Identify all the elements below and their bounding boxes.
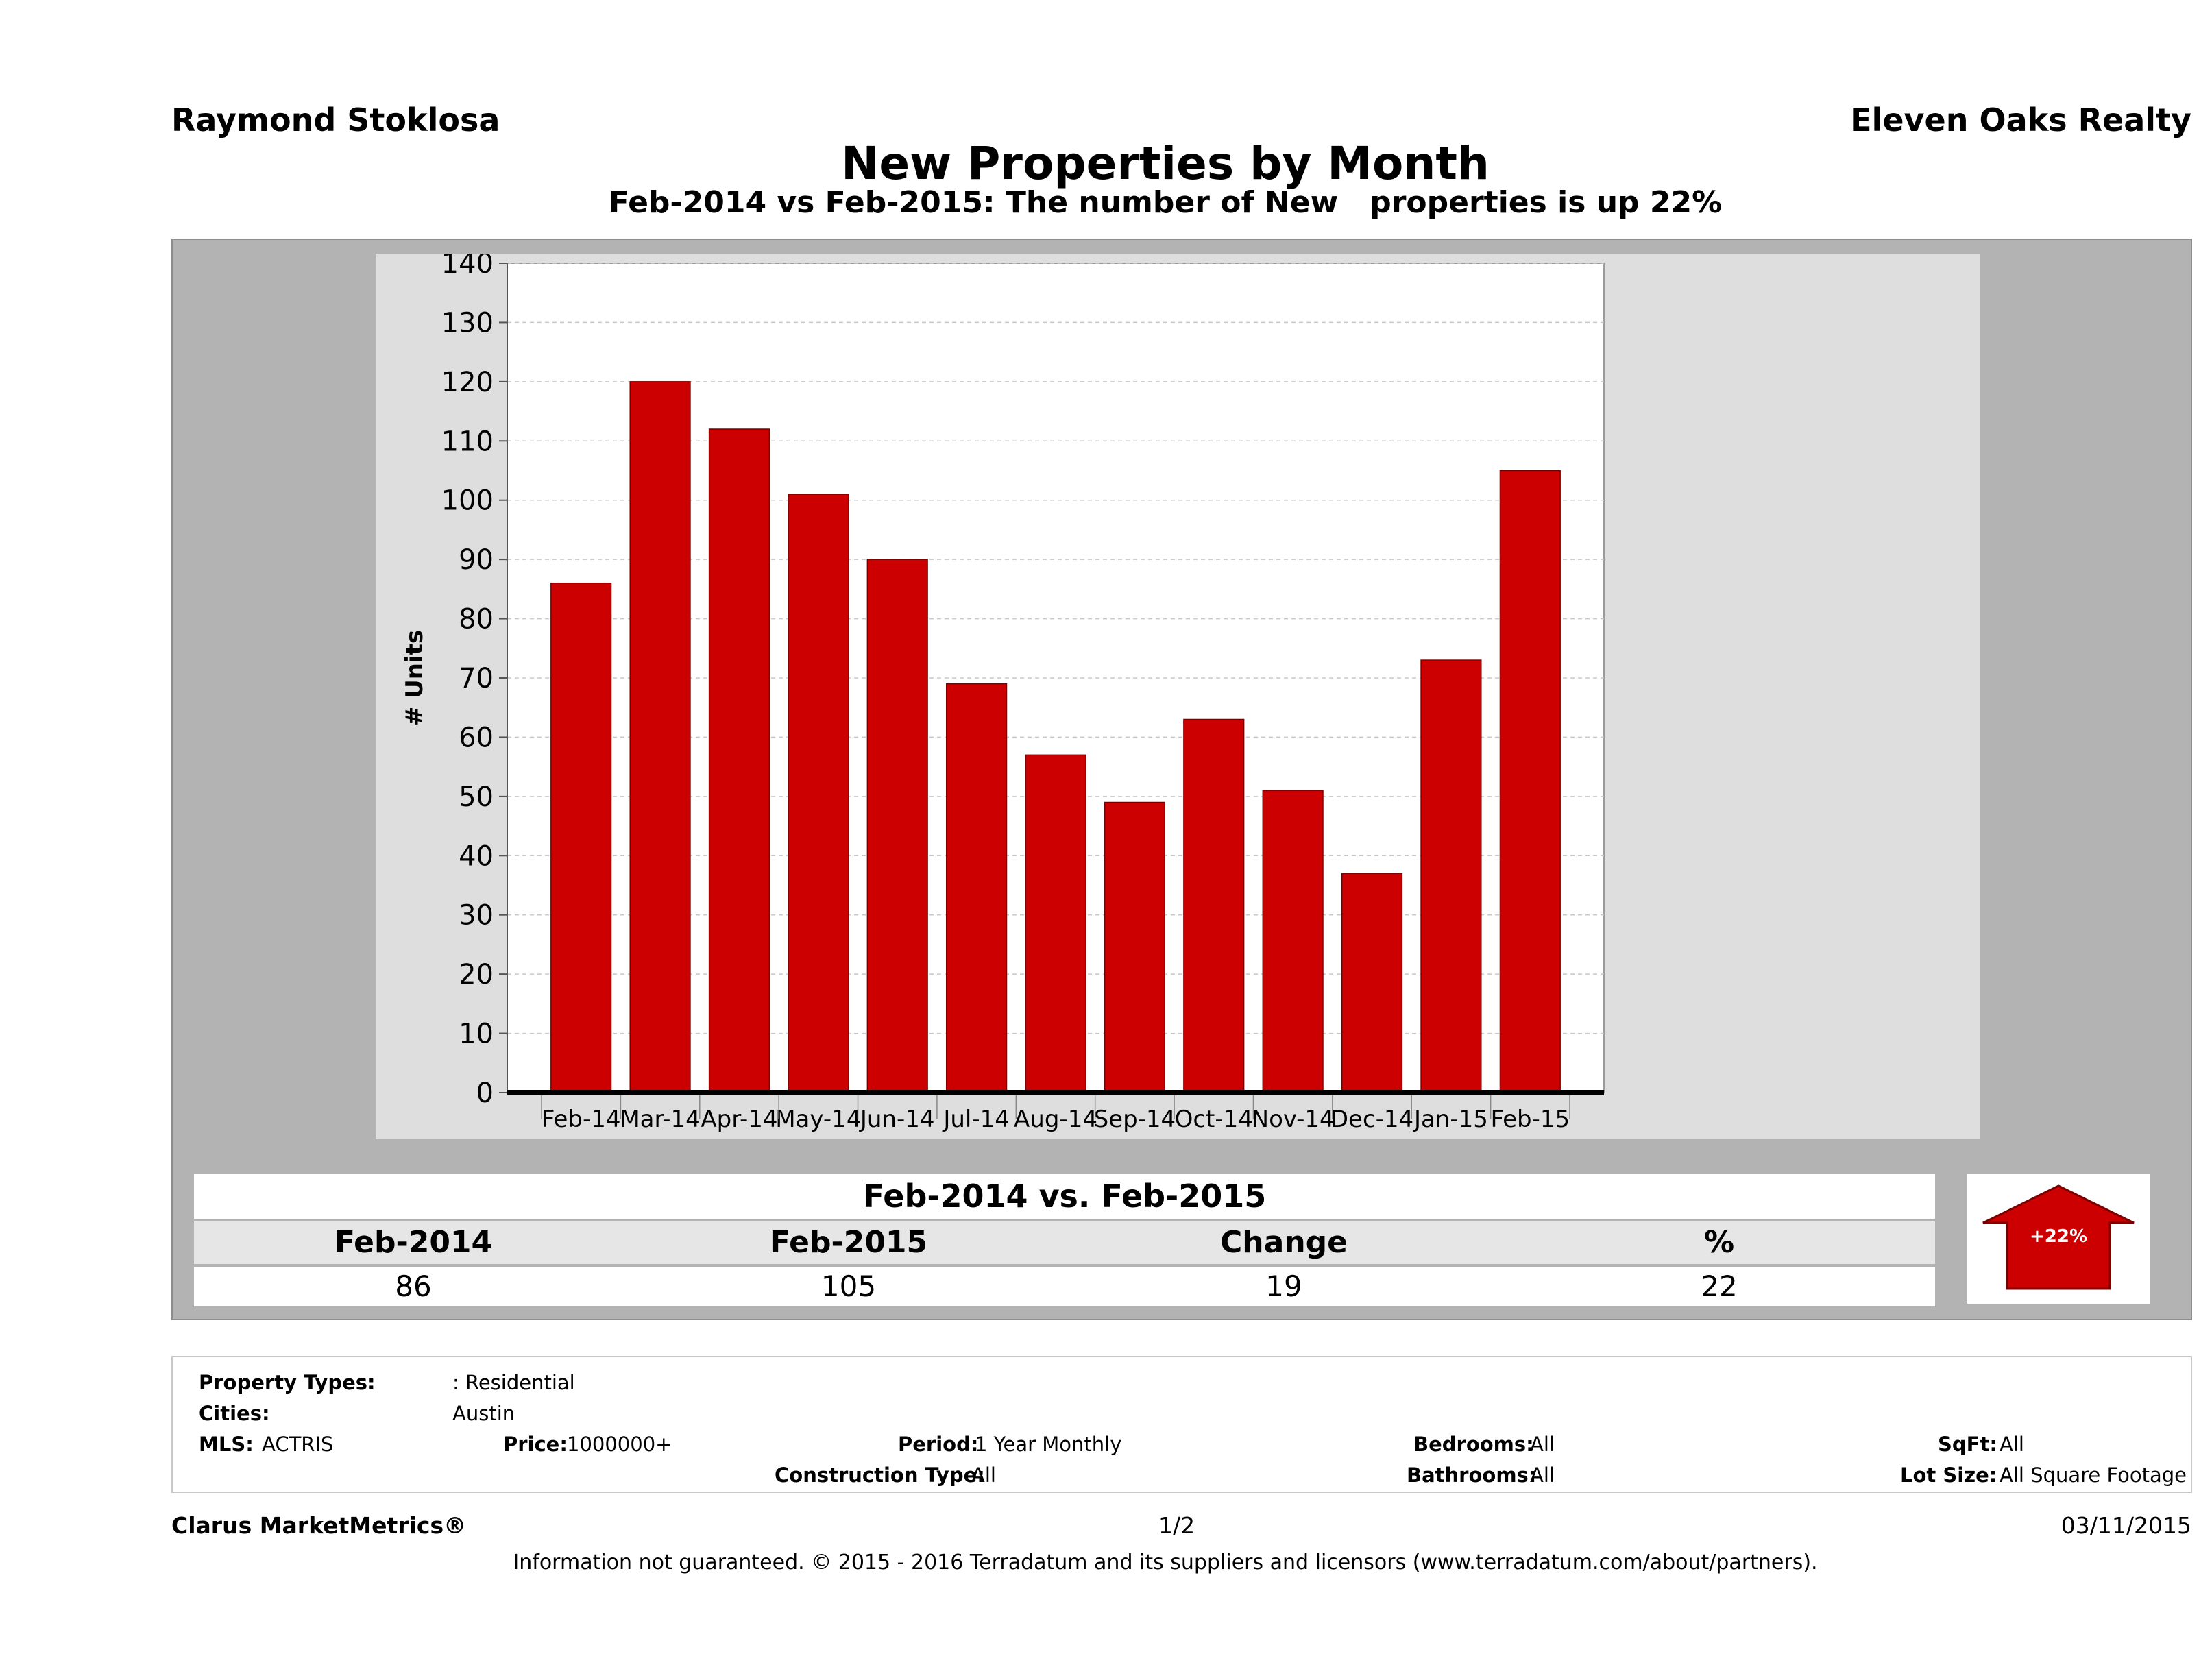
bar-feb-15: [1499, 470, 1561, 1093]
header-percent: %: [1703, 1225, 1735, 1260]
y-tick-label: 10: [459, 1019, 494, 1050]
report-date: 03/11/2015: [2061, 1512, 2191, 1539]
cities-label: Cities:: [199, 1402, 270, 1425]
bar-jul-14: [946, 683, 1008, 1093]
summary-header-row: Feb-2014 Feb-2015 Change %: [194, 1221, 1935, 1264]
bar-chart: 0 10 20 30 40 50 60 70 80 90 100 110 120 130 140 Feb-14…: [401, 254, 1605, 1133]
mls-value: ACTRIS: [262, 1433, 334, 1456]
agent-name: Raymond Stoklosa: [171, 101, 500, 138]
bedrooms-label: Bedrooms:: [1413, 1433, 1534, 1456]
period-value: 1 Year Monthly: [975, 1433, 1122, 1456]
office-name: Eleven Oaks Realty: [1850, 101, 2191, 138]
up-arrow-icon: +22%: [1982, 1184, 2135, 1290]
y-tick-label: 100: [441, 485, 494, 517]
y-tick-label: 120: [441, 367, 494, 398]
y-tick-label: 40: [459, 840, 494, 872]
bar-nov-14: [1262, 790, 1324, 1093]
page-number: 1/2: [1158, 1512, 1195, 1539]
change-indicator: +22%: [1967, 1174, 2150, 1304]
lot-size-value: All Square Footage: [2000, 1463, 2187, 1487]
mls-label: MLS:: [199, 1433, 254, 1456]
x-tick-label: Dec-14: [1330, 1106, 1413, 1133]
x-tick-label: Jan-15: [1413, 1106, 1488, 1133]
disclaimer: Information not guaranteed. © 2015 - 201…: [513, 1551, 1818, 1574]
x-tick-label: Nov-14: [1252, 1106, 1335, 1133]
footer-brand: Clarus MarketMetrics®: [171, 1512, 467, 1539]
value-change: 19: [1265, 1269, 1302, 1303]
y-tick-label: 30: [459, 900, 494, 932]
bedrooms-value: All: [1530, 1433, 1555, 1456]
construction-type-value: All: [971, 1463, 996, 1487]
y-tick-label: 50: [459, 781, 494, 813]
bar-dec-14: [1341, 873, 1403, 1093]
bar-apr-14: [708, 428, 770, 1093]
sqft-label: SqFt:: [1938, 1433, 1997, 1456]
x-tick-label: Apr-14: [701, 1106, 777, 1133]
x-tick-label: Jul-14: [942, 1106, 1010, 1133]
y-tick-label: 80: [459, 604, 494, 635]
x-tick-label: Sep-14: [1094, 1106, 1176, 1133]
bar-jan-15: [1420, 659, 1482, 1093]
y-tick-label: 60: [459, 722, 494, 753]
chart-title: New Properties by Month: [841, 137, 1490, 190]
y-tick-label: 70: [459, 663, 494, 694]
criteria-box: Property Types: : Residential Cities: Au…: [171, 1356, 2192, 1493]
bar-sep-14: [1104, 801, 1165, 1093]
bathrooms-value: All: [1530, 1463, 1555, 1487]
y-tick-label: 90: [459, 544, 494, 576]
value-percent: 22: [1701, 1269, 1738, 1303]
chart-subtitle: Feb-2014 vs Feb-2015: The number of New …: [608, 185, 1723, 220]
y-tick-label: 130: [441, 307, 494, 339]
x-tick-label: Feb-14: [542, 1106, 621, 1133]
change-badge-text: +22%: [2030, 1226, 2087, 1247]
header-change: Change: [1220, 1225, 1348, 1260]
bar-mar-14: [629, 381, 691, 1093]
construction-type-label: Construction Type:: [775, 1463, 985, 1487]
y-axis-label: # Units: [401, 630, 428, 726]
bar-jun-14: [866, 559, 928, 1093]
price-label: Price:: [503, 1433, 568, 1456]
value-feb-2014: 86: [395, 1269, 432, 1303]
bar-may-14: [788, 494, 849, 1093]
x-tick-label: Feb-15: [1490, 1106, 1570, 1133]
x-tick-label: Oct-14: [1175, 1106, 1253, 1133]
y-tick-label: 20: [459, 959, 494, 990]
header-feb-2014: Feb-2014: [334, 1225, 493, 1260]
header-feb-2015: Feb-2015: [769, 1225, 928, 1260]
sqft-value: All: [2000, 1433, 2024, 1456]
property-types-label: Property Types:: [199, 1371, 376, 1394]
bar-aug-14: [1025, 754, 1086, 1093]
bar-feb-14: [550, 582, 612, 1093]
x-tick-label: May-14: [775, 1106, 861, 1133]
bar-oct-14: [1183, 718, 1245, 1093]
period-label: Period:: [898, 1433, 979, 1456]
summary-title: Feb-2014 vs. Feb-2015: [862, 1178, 1267, 1215]
property-types-value: : Residential: [452, 1371, 575, 1394]
y-tick-label: 0: [476, 1078, 494, 1109]
price-value: 1000000+: [567, 1433, 672, 1456]
lot-size-label: Lot Size:: [1900, 1463, 1997, 1487]
cities-value: Austin: [452, 1402, 515, 1425]
summary-title-row: Feb-2014 vs. Feb-2015: [194, 1174, 1935, 1219]
x-tick-label: Jun-14: [859, 1106, 935, 1133]
y-tick-label: 110: [441, 426, 494, 457]
x-tick-label: Mar-14: [620, 1106, 701, 1133]
value-feb-2015: 105: [821, 1269, 877, 1303]
x-tick-label: Aug-14: [1014, 1106, 1097, 1133]
y-tick-label: 140: [441, 254, 494, 280]
bathrooms-label: Bathrooms:: [1407, 1463, 1537, 1487]
summary-value-row: 86 105 19 22: [194, 1267, 1935, 1306]
